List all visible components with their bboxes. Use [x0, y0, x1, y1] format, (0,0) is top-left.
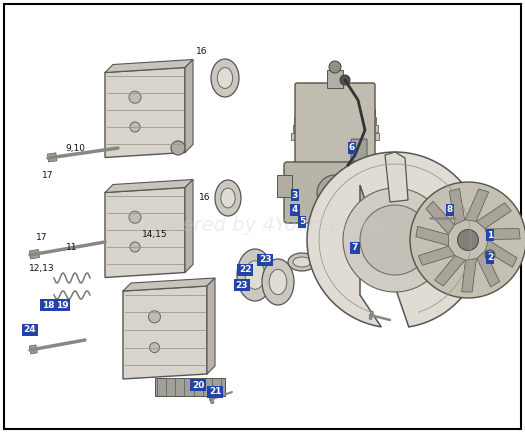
- Text: 7: 7: [352, 243, 358, 252]
- Polygon shape: [461, 259, 476, 292]
- Text: 2: 2: [487, 253, 493, 262]
- Text: 17: 17: [36, 233, 48, 242]
- Circle shape: [458, 229, 478, 250]
- Polygon shape: [123, 278, 215, 291]
- Text: 6: 6: [349, 143, 355, 152]
- Polygon shape: [123, 286, 207, 379]
- Polygon shape: [485, 240, 517, 267]
- Text: 22: 22: [239, 265, 251, 275]
- Polygon shape: [477, 251, 500, 287]
- Text: 4: 4: [292, 206, 298, 214]
- Polygon shape: [476, 203, 511, 229]
- Polygon shape: [435, 255, 465, 286]
- Ellipse shape: [221, 188, 235, 208]
- Circle shape: [150, 343, 160, 352]
- Text: 19: 19: [56, 301, 68, 310]
- Ellipse shape: [217, 68, 233, 88]
- Polygon shape: [465, 189, 489, 221]
- Text: 3: 3: [292, 191, 298, 200]
- Polygon shape: [29, 249, 40, 259]
- Polygon shape: [307, 152, 483, 327]
- Polygon shape: [105, 180, 193, 193]
- Polygon shape: [385, 152, 408, 202]
- Ellipse shape: [262, 259, 294, 305]
- Text: 18: 18: [42, 301, 54, 310]
- Text: 11: 11: [66, 243, 78, 252]
- Ellipse shape: [269, 269, 287, 294]
- Bar: [292, 125, 377, 132]
- FancyBboxPatch shape: [351, 139, 367, 161]
- Bar: [299, 93, 372, 100]
- Circle shape: [317, 175, 353, 211]
- Ellipse shape: [288, 253, 316, 271]
- Circle shape: [130, 122, 140, 132]
- Polygon shape: [47, 153, 57, 162]
- Circle shape: [325, 183, 345, 203]
- FancyBboxPatch shape: [284, 162, 386, 223]
- Bar: [327, 70, 343, 88]
- Circle shape: [129, 211, 141, 223]
- Ellipse shape: [237, 249, 273, 301]
- Text: 9,10: 9,10: [65, 143, 85, 152]
- Polygon shape: [426, 201, 454, 234]
- Text: 8: 8: [447, 206, 453, 214]
- Polygon shape: [418, 246, 455, 265]
- Text: 12,13: 12,13: [29, 264, 55, 272]
- Text: 16: 16: [200, 194, 211, 203]
- Circle shape: [485, 250, 495, 260]
- Bar: [294, 117, 376, 124]
- Polygon shape: [185, 180, 193, 272]
- Polygon shape: [29, 345, 37, 354]
- Circle shape: [343, 188, 447, 292]
- Text: Powered by 4YourSpares: Powered by 4YourSpares: [142, 216, 383, 235]
- Text: 20: 20: [192, 381, 204, 390]
- Polygon shape: [208, 395, 214, 404]
- Circle shape: [129, 91, 141, 103]
- Text: 21: 21: [209, 388, 221, 397]
- Bar: [291, 133, 379, 140]
- Bar: [296, 109, 374, 116]
- Ellipse shape: [293, 257, 311, 267]
- Polygon shape: [105, 68, 185, 158]
- Circle shape: [149, 311, 161, 323]
- Text: 17: 17: [42, 171, 54, 180]
- Circle shape: [171, 141, 185, 155]
- Polygon shape: [105, 59, 193, 72]
- Polygon shape: [105, 187, 185, 278]
- Ellipse shape: [215, 180, 241, 216]
- Bar: [300, 85, 370, 92]
- Circle shape: [360, 205, 430, 275]
- Polygon shape: [449, 188, 465, 225]
- Polygon shape: [485, 229, 520, 239]
- Ellipse shape: [211, 59, 239, 97]
- Text: 16: 16: [196, 48, 208, 56]
- Circle shape: [130, 242, 140, 252]
- Polygon shape: [185, 59, 193, 152]
- Text: 14,15: 14,15: [142, 230, 168, 239]
- Bar: [297, 101, 373, 108]
- Polygon shape: [430, 214, 433, 222]
- Polygon shape: [416, 226, 448, 246]
- Text: 24: 24: [24, 326, 36, 335]
- Bar: [277, 175, 292, 197]
- Polygon shape: [369, 311, 373, 320]
- Text: 1: 1: [487, 230, 493, 239]
- Text: 5: 5: [299, 217, 305, 226]
- FancyBboxPatch shape: [295, 83, 375, 167]
- Circle shape: [410, 182, 525, 298]
- Polygon shape: [207, 278, 215, 374]
- Circle shape: [329, 61, 341, 73]
- Ellipse shape: [245, 261, 265, 289]
- Circle shape: [340, 75, 350, 85]
- Text: 23: 23: [236, 281, 248, 290]
- Text: 23: 23: [259, 255, 271, 265]
- Bar: [155, 378, 225, 396]
